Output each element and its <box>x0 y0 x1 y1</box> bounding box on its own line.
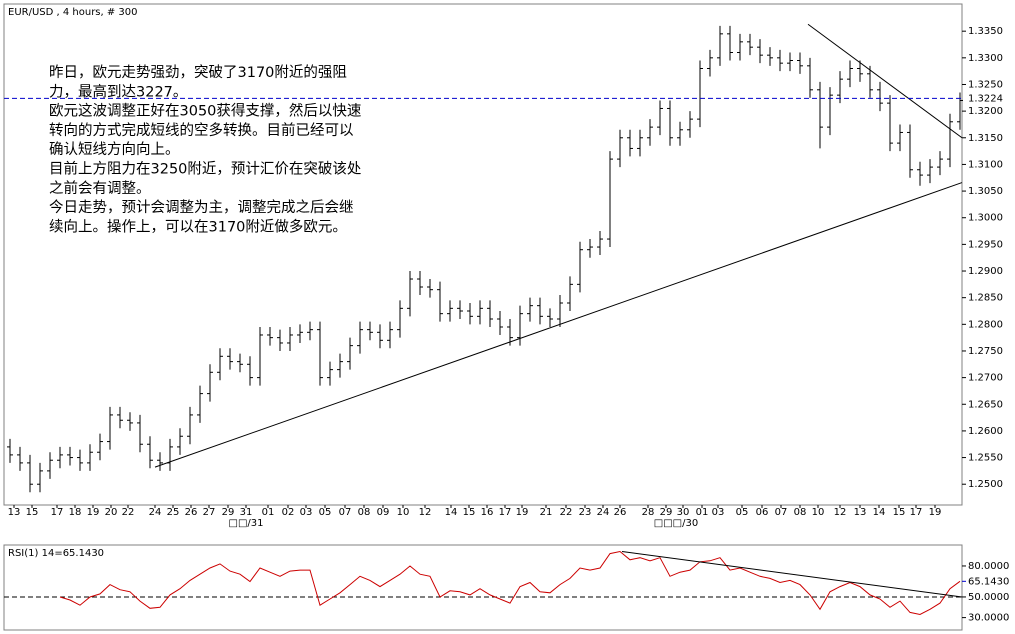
x-tick-label: 08 <box>794 507 807 518</box>
x-tick-label: 21 <box>540 507 553 518</box>
value-label: 65.1430 <box>968 576 1009 587</box>
trend-line <box>807 23 963 139</box>
x-tick-label: 31 <box>240 507 253 518</box>
x-tick-label: 09 <box>377 507 390 518</box>
x-tick-label: 19 <box>929 507 942 518</box>
x-tick-label: 19 <box>516 507 529 518</box>
x-tick-label: 23 <box>579 507 592 518</box>
x-tick-label: 20 <box>105 507 118 518</box>
x-tick-label: 03 <box>300 507 313 518</box>
x-tick-label: 16 <box>481 507 494 518</box>
x-tick-label: 30 <box>677 507 690 518</box>
x-tick-label: 25 <box>167 507 180 518</box>
x-tick-label: 17 <box>51 507 64 518</box>
x-tick-label: 03 <box>712 507 725 518</box>
x-tick-label: 10 <box>397 507 410 518</box>
annotation-line: 昨日，欧元走势强劲，突破了3170附近的强阻 <box>49 64 347 81</box>
annotation-line: 续向上。操作上，可以在3170附近做多欧元。 <box>49 218 347 235</box>
annotation-line: 目前上方阻力在3250附近，预计汇价在突破该处 <box>49 161 361 178</box>
value-label: 1.3224 <box>968 93 1003 104</box>
y-tick-label: 1.2950 <box>968 239 1003 250</box>
y-tick-label: 1.2500 <box>968 479 1003 490</box>
annotation-line: 欧元这波调整正好在3050获得支撑，然后以快速 <box>49 103 361 120</box>
y-tick-label: 80.0000 <box>968 561 1009 572</box>
x-tick-label: 05 <box>736 507 749 518</box>
x-tick-label: 17 <box>910 507 923 518</box>
x-tick-label: 27 <box>203 507 216 518</box>
x-tick-label: 14 <box>445 507 458 518</box>
x-tick-label: 24 <box>597 507 610 518</box>
y-tick-label: 1.2600 <box>968 426 1003 437</box>
annotation-line: 力，最高到达3227。 <box>49 83 187 100</box>
y-tick-label: 50.0000 <box>968 592 1009 603</box>
y-tick-label: 1.3000 <box>968 213 1003 224</box>
rsi-line <box>59 550 961 616</box>
x-tick-label: 14 <box>873 507 886 518</box>
y-tick-label: 1.2550 <box>968 453 1003 464</box>
x-group-label: □□□/30 <box>654 518 698 529</box>
x-tick-label: 29 <box>660 507 673 518</box>
y-tick-label: 1.2800 <box>968 319 1003 330</box>
x-tick-label: 15 <box>26 507 39 518</box>
y-tick-label: 1.3100 <box>968 159 1003 170</box>
x-tick-label: 13 <box>854 507 867 518</box>
x-tick-label: 15 <box>893 507 906 518</box>
x-group-label: □□/31 <box>229 518 264 529</box>
x-tick-label: 18 <box>69 507 82 518</box>
y-tick-label: 30.0000 <box>968 613 1009 624</box>
x-tick-label: 22 <box>560 507 573 518</box>
trend-line <box>621 551 963 598</box>
panel-title: RSI(1) 14=65.1430 <box>8 548 104 559</box>
panel-title: EUR/USD , 4 hours, # 300 <box>8 7 138 18</box>
y-tick-label: 1.3150 <box>968 133 1003 144</box>
x-tick-label: 26 <box>185 507 198 518</box>
x-tick-label: 13 <box>8 507 21 518</box>
annotation-line: 确认短线方向向上。 <box>49 141 180 158</box>
x-tick-label: 17 <box>499 507 512 518</box>
rsi-panel <box>3 544 963 631</box>
annotation-line: 之前会有调整。 <box>49 180 151 197</box>
annotation-line: 今日走势，预计会调整为主，调整完成之后会继 <box>49 199 354 216</box>
y-tick-label: 1.2850 <box>968 293 1003 304</box>
y-tick-label: 1.2650 <box>968 399 1003 410</box>
y-tick-label: 1.2900 <box>968 266 1003 277</box>
y-tick-label: 1.2750 <box>968 346 1003 357</box>
x-tick-label: 12 <box>419 507 432 518</box>
x-tick-label: 12 <box>834 507 847 518</box>
x-tick-label: 26 <box>614 507 627 518</box>
y-tick-label: 1.2700 <box>968 373 1003 384</box>
x-tick-label: 06 <box>756 507 769 518</box>
x-tick-label: 01 <box>696 507 709 518</box>
x-tick-label: 07 <box>775 507 788 518</box>
value-label-bg <box>966 575 1012 588</box>
x-tick-label: 29 <box>222 507 235 518</box>
y-tick-label: 1.3050 <box>968 186 1003 197</box>
annotation-line: 转向的方式完成短线的空多转换。目前已经可以 <box>49 122 354 139</box>
x-tick-label: 22 <box>122 507 135 518</box>
x-tick-label: 07 <box>339 507 352 518</box>
x-tick-label: 24 <box>149 507 162 518</box>
y-tick-label: 1.3250 <box>968 79 1003 90</box>
price-panel <box>3 3 963 506</box>
x-tick-label: 05 <box>319 507 332 518</box>
x-tick-label: 08 <box>358 507 371 518</box>
x-tick-label: 15 <box>463 507 476 518</box>
y-tick-label: 1.3350 <box>968 26 1003 37</box>
x-tick-label: 19 <box>87 507 100 518</box>
x-tick-label: 02 <box>282 507 295 518</box>
x-tick-label: 28 <box>642 507 655 518</box>
trend-line <box>154 182 963 468</box>
x-tick-label: 01 <box>262 507 275 518</box>
y-tick-label: 1.3300 <box>968 53 1003 64</box>
x-tick-label: 10 <box>812 507 825 518</box>
value-label-bg <box>966 92 1012 105</box>
y-tick-label: 1.3200 <box>968 106 1003 117</box>
